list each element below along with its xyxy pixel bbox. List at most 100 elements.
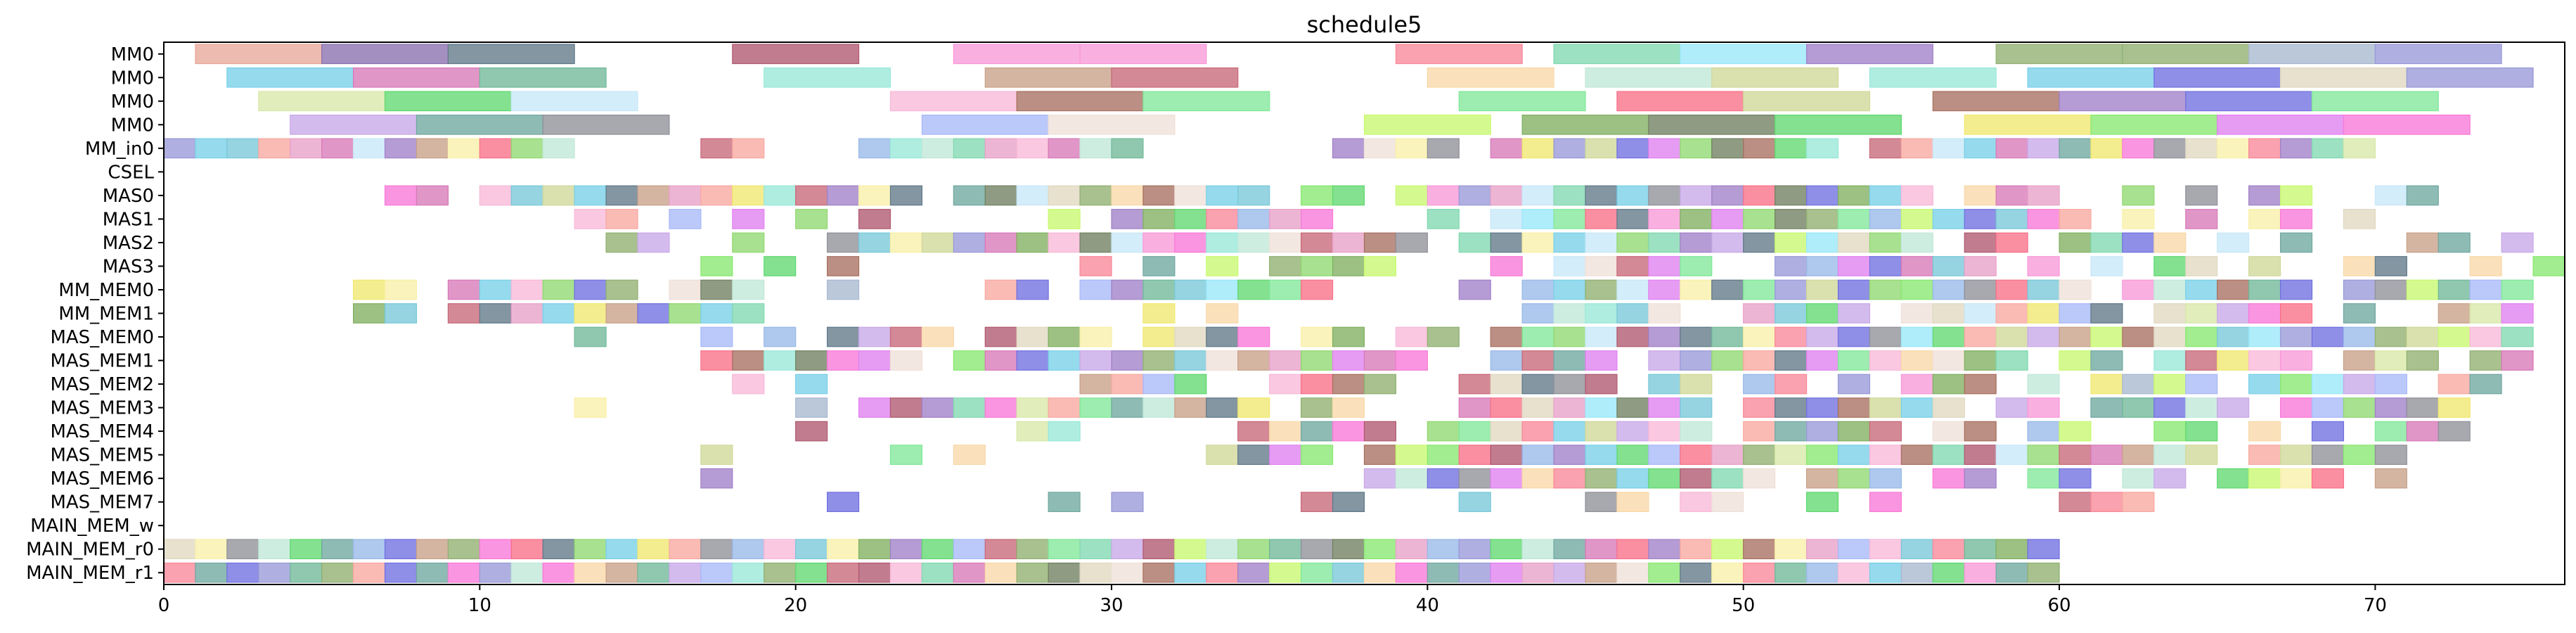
task-bar xyxy=(1458,492,1491,513)
task-bar xyxy=(858,326,891,347)
y-tick-label: MAIN_MEM_r1 xyxy=(26,563,154,584)
task-bar xyxy=(1521,279,1554,300)
task-bar xyxy=(2153,421,2187,442)
task-bar xyxy=(2406,67,2534,88)
task-bar xyxy=(2501,350,2534,371)
task-bar xyxy=(700,350,733,371)
task-bar xyxy=(2185,397,2218,418)
task-bar xyxy=(1237,279,1270,300)
task-bar xyxy=(1869,421,1902,442)
task-bar xyxy=(2185,303,2218,324)
task-bar xyxy=(290,114,418,135)
y-tick-label: MM_MEM1 xyxy=(58,304,154,325)
task-bar xyxy=(2343,350,2376,371)
task-bar xyxy=(574,185,607,206)
task-bar xyxy=(827,562,860,583)
task-bar xyxy=(1900,303,1933,324)
task-bar xyxy=(1869,350,1902,371)
task-bar xyxy=(1805,232,1839,253)
task-bar xyxy=(921,232,954,253)
task-bar xyxy=(1900,256,1933,276)
task-bar xyxy=(1048,350,1081,371)
y-tick-label: MAS1 xyxy=(103,209,154,230)
task-bar xyxy=(1869,185,1902,206)
task-bar xyxy=(1142,185,1176,206)
task-bar xyxy=(1964,279,1997,300)
task-bar xyxy=(1775,445,1808,465)
task-bar xyxy=(384,138,418,159)
task-bar xyxy=(984,185,1017,206)
task-bar xyxy=(1964,114,2092,135)
task-bar xyxy=(1680,326,1713,347)
task-bar xyxy=(1743,539,1776,560)
task-bar xyxy=(2501,303,2534,324)
task-bar xyxy=(384,91,512,112)
task-bar xyxy=(2059,209,2092,229)
task-bar xyxy=(1301,539,1334,560)
task-bar xyxy=(1648,468,1681,489)
task-bar xyxy=(1743,279,1776,300)
task-bar xyxy=(1805,326,1839,347)
task-bar xyxy=(1521,468,1554,489)
task-bar xyxy=(1964,373,1997,395)
task-bar xyxy=(258,138,291,159)
task-bar xyxy=(1237,421,1270,442)
task-bar xyxy=(953,350,986,371)
task-bar xyxy=(1332,373,1365,395)
task-bar xyxy=(1616,397,1649,418)
task-bar xyxy=(1521,445,1554,465)
task-bar xyxy=(700,445,733,465)
task-bar xyxy=(353,303,386,324)
task-bar xyxy=(1142,209,1176,229)
task-bar xyxy=(889,91,1017,112)
task-bar xyxy=(1048,562,1081,583)
task-bar xyxy=(1363,350,1397,371)
task-bar xyxy=(1111,539,1144,560)
task-bar xyxy=(1585,138,1618,159)
task-bar xyxy=(1553,279,1586,300)
task-bar xyxy=(2374,397,2407,418)
task-bar xyxy=(1363,138,1397,159)
task-bar xyxy=(1048,397,1081,418)
task-bar xyxy=(1805,350,1839,371)
task-bar xyxy=(1680,539,1713,560)
task-bar xyxy=(1932,468,1965,489)
task-bar xyxy=(1427,468,1460,489)
task-bar xyxy=(1964,303,1997,324)
task-bar xyxy=(1900,397,1933,418)
task-bar xyxy=(1395,350,1428,371)
task-bar xyxy=(1427,562,1460,583)
task-bar xyxy=(2027,67,2155,88)
task-bar xyxy=(1995,397,2028,418)
task-bar xyxy=(384,539,418,560)
task-bar xyxy=(2374,445,2407,465)
task-bar xyxy=(2343,303,2376,324)
task-bar xyxy=(2279,445,2313,465)
task-bar xyxy=(1837,279,1871,300)
task-bar xyxy=(700,539,733,560)
task-bar xyxy=(2343,114,2471,135)
y-tick-label: MAS0 xyxy=(103,186,154,207)
task-bar xyxy=(1301,209,1334,229)
task-bar xyxy=(1648,209,1681,229)
task-bar xyxy=(510,539,543,560)
task-bar xyxy=(1837,397,1871,418)
task-bar xyxy=(1995,326,2028,347)
task-bar xyxy=(542,539,575,560)
task-bar xyxy=(605,185,638,206)
task-bar xyxy=(1363,562,1397,583)
task-bar xyxy=(2406,279,2439,300)
task-bar xyxy=(1458,539,1491,560)
task-bar xyxy=(1553,562,1586,583)
task-bar xyxy=(1206,232,1239,253)
task-bar xyxy=(1932,279,1965,300)
task-bar xyxy=(1900,445,1933,465)
task-bar xyxy=(1553,303,1586,324)
task-bar xyxy=(1711,562,1744,583)
task-bar xyxy=(290,539,323,560)
task-bar xyxy=(1775,397,1808,418)
task-bar xyxy=(1964,468,1997,489)
task-bar xyxy=(1869,232,1902,253)
task-bar xyxy=(226,138,259,159)
task-bar xyxy=(984,138,1017,159)
